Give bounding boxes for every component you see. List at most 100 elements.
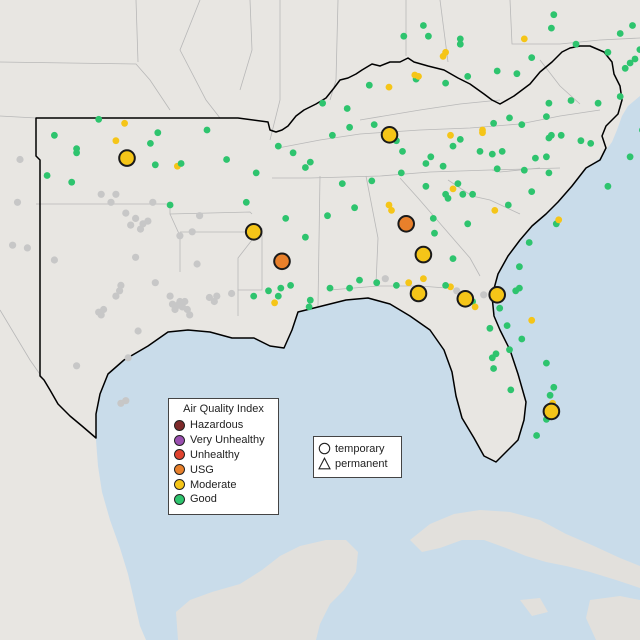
monitor-dot-good[interactable]	[486, 324, 494, 332]
monitor-dot-good[interactable]	[532, 154, 539, 162]
monitor-dot-outside[interactable]	[453, 287, 461, 295]
monitor-dot-outside[interactable]	[188, 228, 196, 236]
monitor-dot-good[interactable]	[442, 282, 449, 289]
monitor-dot-outside[interactable]	[124, 354, 132, 362]
monitor-dot-outside[interactable]	[196, 212, 204, 220]
temporary-monitor-moderate[interactable]	[542, 402, 561, 421]
monitor-dot-good[interactable]	[147, 140, 154, 147]
monitor-dot-good[interactable]	[513, 70, 521, 78]
monitor-dot-good[interactable]	[550, 383, 558, 391]
monitor-dot-good[interactable]	[496, 304, 504, 312]
monitor-dot-good[interactable]	[504, 201, 512, 209]
monitor-dot-outside[interactable]	[112, 190, 120, 198]
monitor-dot-good[interactable]	[577, 137, 585, 145]
monitor-dot-outside[interactable]	[117, 281, 125, 289]
monitor-dot-outside[interactable]	[210, 297, 218, 306]
monitor-dot-good[interactable]	[277, 284, 285, 292]
monitor-dot-good[interactable]	[373, 279, 381, 287]
monitor-dot-good[interactable]	[346, 284, 353, 292]
monitor-dot-outside[interactable]	[186, 311, 194, 319]
monitor-dot-good[interactable]	[425, 32, 432, 40]
monitor-dot-good[interactable]	[324, 212, 331, 220]
monitor-dot-outside[interactable]	[122, 209, 130, 217]
monitor-dot-good[interactable]	[287, 282, 294, 289]
temporary-monitor-moderate[interactable]	[380, 126, 399, 144]
monitor-dot-good[interactable]	[351, 204, 358, 212]
monitor-dot-good[interactable]	[469, 190, 476, 198]
monitor-dot-good[interactable]	[456, 35, 464, 43]
monitor-dot-moderate[interactable]	[479, 126, 486, 134]
monitor-dot-moderate[interactable]	[449, 185, 457, 193]
monitor-dot-outside[interactable]	[107, 198, 115, 206]
monitor-dot-outside[interactable]	[136, 225, 145, 233]
monitor-dot-moderate[interactable]	[442, 48, 449, 56]
monitor-dot-good[interactable]	[422, 160, 430, 167]
monitor-dot-good[interactable]	[512, 287, 520, 295]
monitor-dot-good[interactable]	[548, 24, 555, 32]
monitor-dot-good[interactable]	[459, 190, 467, 198]
monitor-dot-outside[interactable]	[73, 362, 81, 370]
monitor-dot-good[interactable]	[439, 162, 447, 170]
monitor-dot-good[interactable]	[422, 182, 430, 190]
monitor-dot-good[interactable]	[498, 148, 506, 155]
monitor-dot-good[interactable]	[442, 190, 449, 198]
monitor-dot-outside[interactable]	[213, 292, 221, 300]
monitor-dot-moderate[interactable]	[520, 35, 528, 43]
monitor-dot-moderate[interactable]	[385, 201, 393, 209]
monitor-dot-good[interactable]	[545, 99, 553, 107]
monitor-dot-good[interactable]	[429, 215, 437, 222]
temporary-monitor-moderate[interactable]	[488, 286, 507, 304]
monitor-dot-moderate[interactable]	[420, 275, 427, 283]
temporary-monitor-usg[interactable]	[273, 252, 291, 271]
monitor-dot-good[interactable]	[629, 22, 636, 29]
monitor-dot-moderate[interactable]	[385, 83, 393, 91]
temporary-monitor-moderate[interactable]	[118, 149, 136, 167]
monitor-dot-good[interactable]	[626, 153, 634, 161]
temporary-monitor-moderate[interactable]	[456, 290, 475, 308]
monitor-dot-good[interactable]	[543, 359, 550, 367]
monitor-dot-good[interactable]	[368, 177, 376, 185]
monitor-dot-good[interactable]	[306, 296, 314, 304]
temporary-monitor-moderate[interactable]	[244, 223, 263, 241]
monitor-dot-good[interactable]	[587, 140, 595, 147]
monitor-dot-outside[interactable]	[117, 399, 125, 407]
monitor-dot-good[interactable]	[464, 220, 472, 228]
monitor-dot-good[interactable]	[154, 129, 162, 137]
monitor-dot-good[interactable]	[343, 105, 351, 112]
monitor-dot-good[interactable]	[546, 391, 554, 399]
monitor-dot-good[interactable]	[533, 432, 540, 439]
monitor-dot-good[interactable]	[636, 46, 640, 53]
monitor-dot-good[interactable]	[365, 81, 373, 89]
monitor-dot-good[interactable]	[488, 354, 496, 362]
monitor-dot-good[interactable]	[516, 263, 523, 271]
monitor-dot-good[interactable]	[420, 22, 427, 29]
monitor-dot-good[interactable]	[543, 113, 550, 120]
monitor-dot-good[interactable]	[282, 215, 290, 222]
monitor-dot-good[interactable]	[223, 156, 231, 163]
monitor-dot-good[interactable]	[594, 99, 602, 107]
monitor-dot-moderate[interactable]	[471, 303, 479, 311]
monitor-dot-good[interactable]	[604, 182, 612, 190]
monitor-dot-good[interactable]	[604, 48, 612, 56]
monitor-dot-outside[interactable]	[193, 260, 201, 268]
monitor-dot-moderate[interactable]	[271, 299, 278, 307]
monitor-dot-moderate[interactable]	[411, 71, 419, 79]
monitor-dot-good[interactable]	[518, 335, 526, 343]
monitor-dot-good[interactable]	[488, 150, 496, 158]
monitor-dot-good[interactable]	[506, 346, 513, 354]
monitor-dot-outside[interactable]	[381, 275, 389, 283]
monitor-dot-good[interactable]	[520, 166, 528, 174]
monitor-dot-good[interactable]	[326, 284, 334, 292]
monitor-dot-good[interactable]	[454, 180, 462, 188]
monitor-dot-good[interactable]	[177, 160, 185, 167]
monitor-dot-good[interactable]	[545, 169, 553, 177]
monitor-dot-good[interactable]	[545, 134, 553, 142]
monitor-dot-good[interactable]	[51, 131, 58, 139]
monitor-dot-good[interactable]	[572, 40, 580, 48]
monitor-dot-good[interactable]	[274, 292, 282, 300]
monitor-dot-good[interactable]	[329, 131, 336, 139]
temporary-monitor-moderate[interactable]	[414, 245, 433, 264]
monitor-dot-good[interactable]	[43, 172, 51, 179]
monitor-dot-good[interactable]	[464, 73, 472, 80]
monitor-dot-good[interactable]	[427, 153, 435, 161]
